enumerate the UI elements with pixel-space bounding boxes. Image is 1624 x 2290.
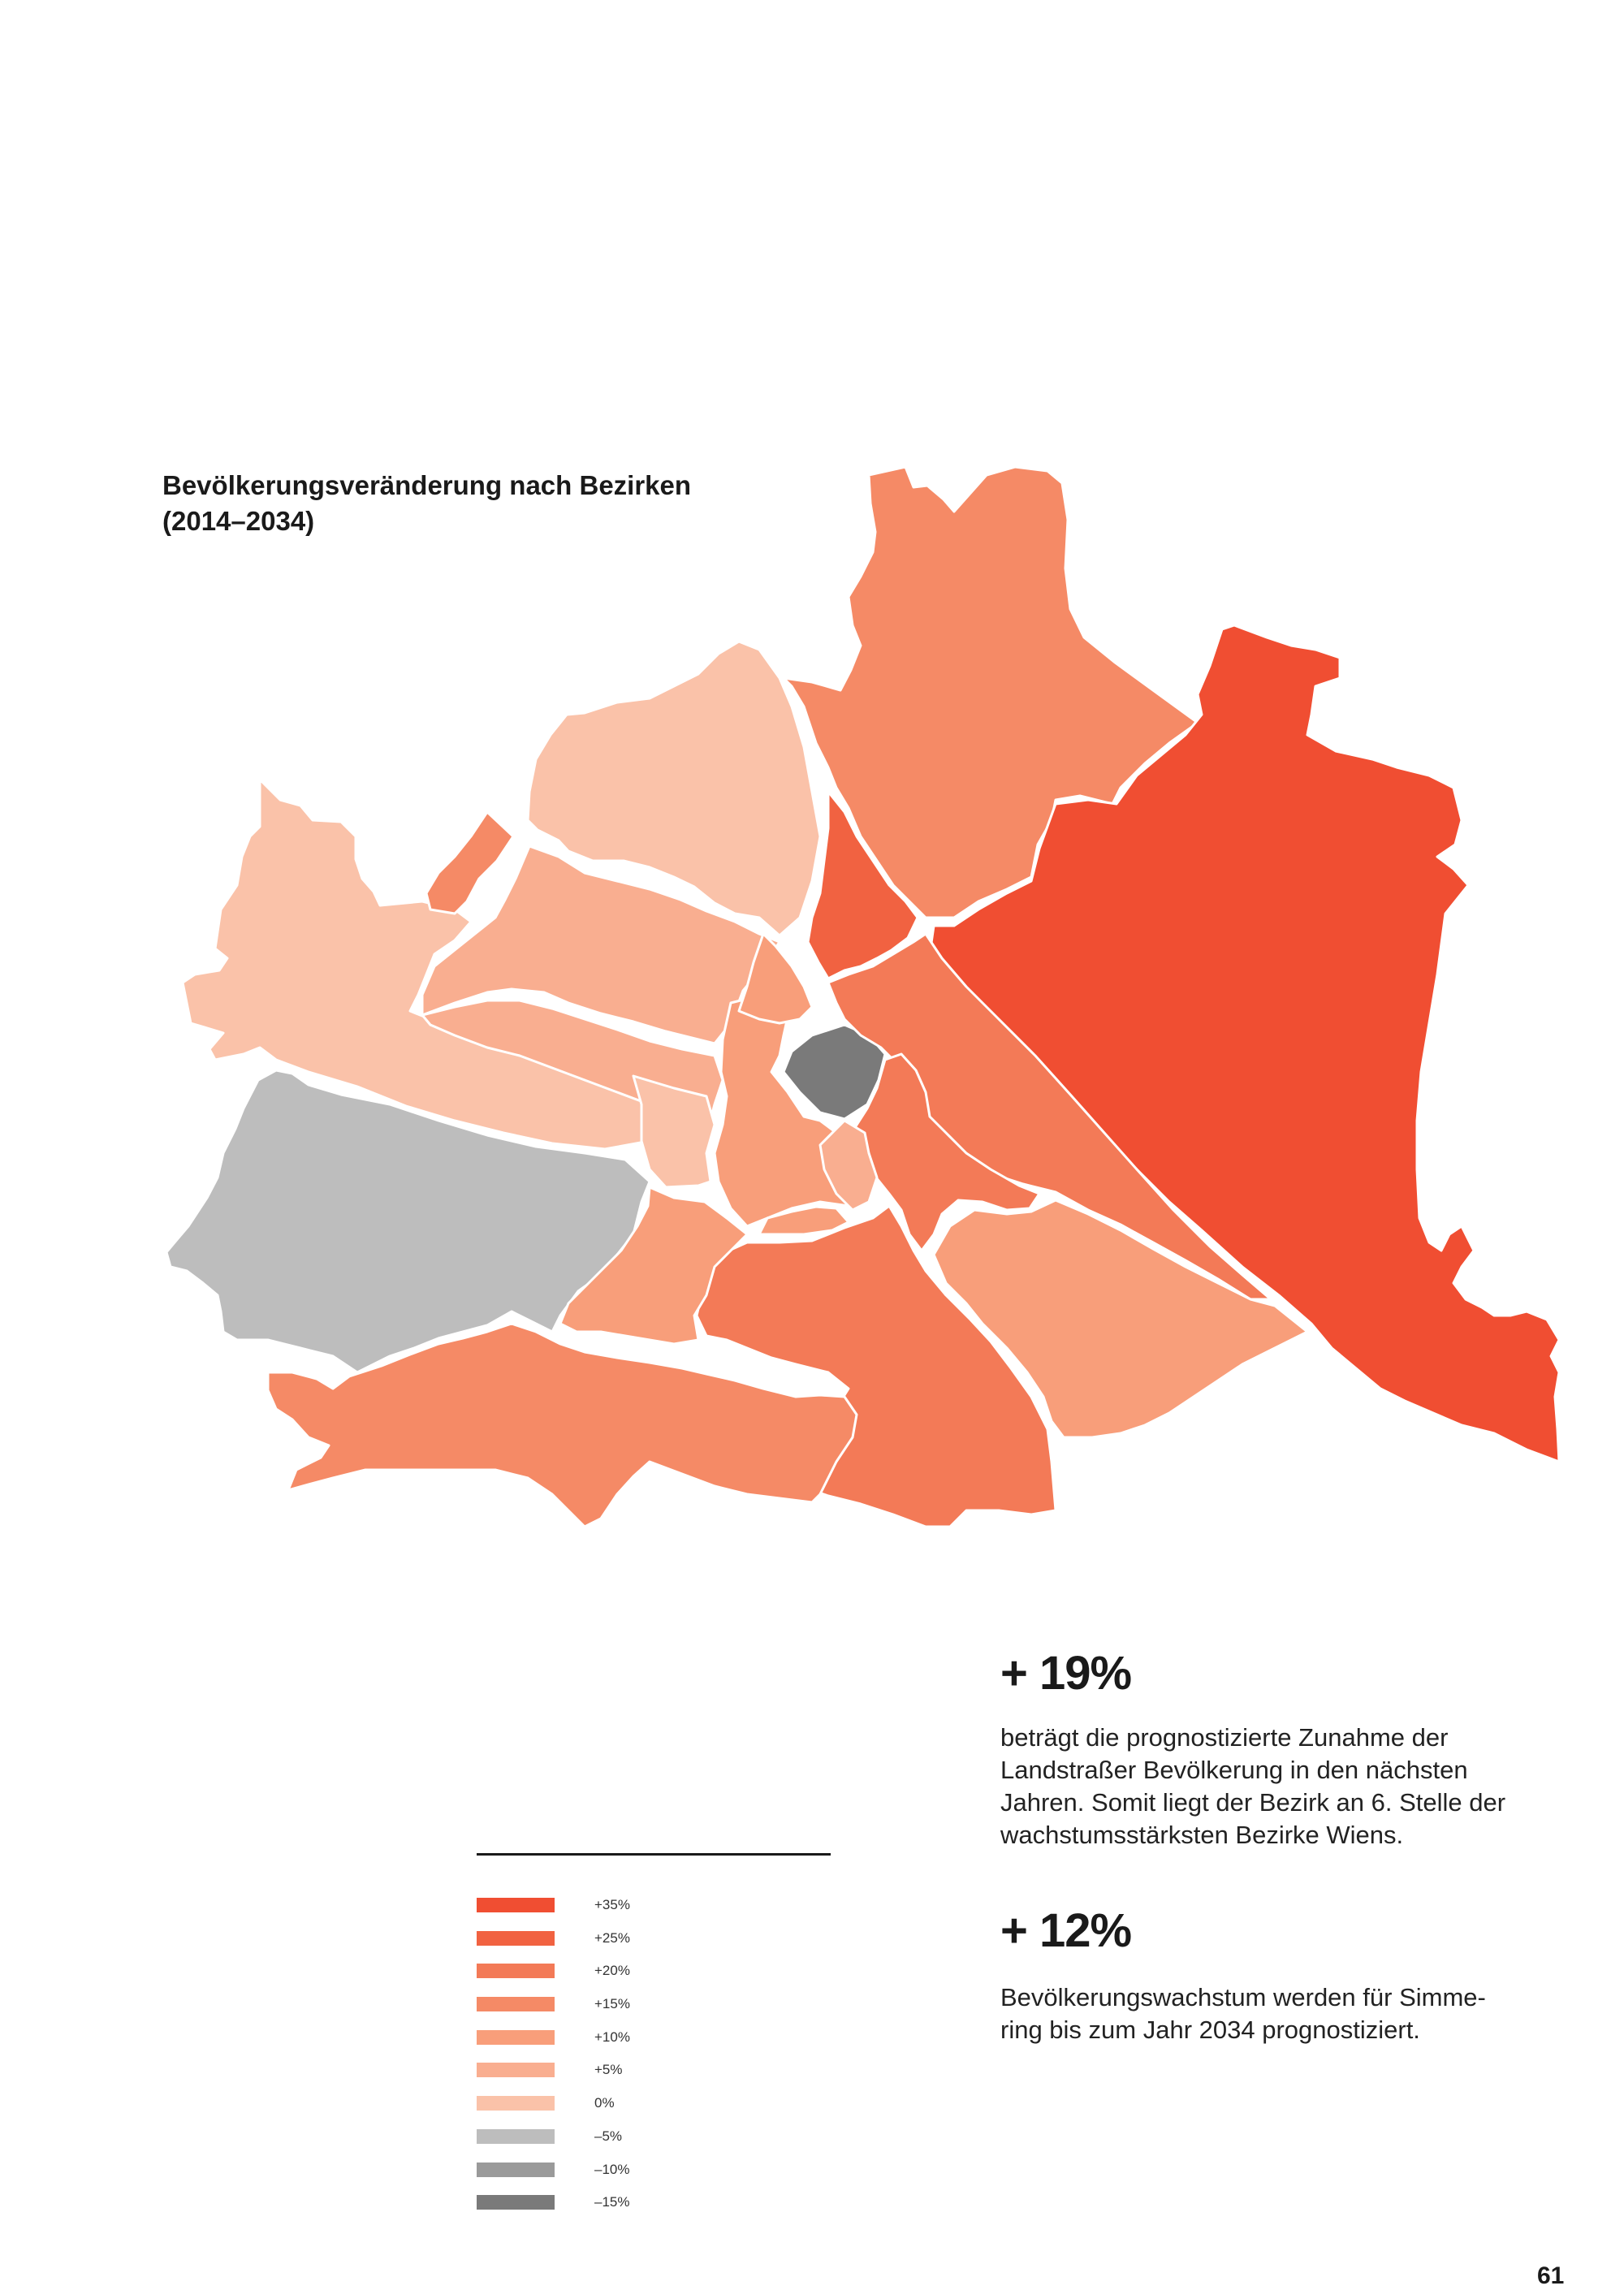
legend-swatch: [477, 2096, 555, 2111]
district-favoriten: [695, 1204, 1057, 1528]
legend-label: +25%: [594, 1929, 630, 1946]
district-liesing: [266, 1322, 858, 1528]
district-wieden: [818, 1119, 879, 1212]
legend-label: +20%: [594, 1963, 630, 1979]
legend-label: +35%: [594, 1897, 630, 1912]
legend-swatch: [477, 2029, 555, 2045]
stat-text-line: ring bis zum Jahr 2034 prognostiziert.: [1000, 2016, 1420, 2044]
stat-text-simmering: Bevölkerungswachstum werden für Simme- r…: [1000, 1981, 1536, 2046]
legend-label: –5%: [594, 2128, 623, 2144]
stat-value-simmering: + 12%: [1000, 1904, 1132, 1957]
legend-swatch: [477, 1930, 555, 1946]
stat-text-line: Bevölkerungswachstum werden für Simme-: [1000, 1983, 1486, 2011]
map-title-line-1: Bevölkerungsveränderung nach Bezirken: [162, 470, 692, 500]
legend-swatch: [477, 2195, 555, 2210]
district-ottakring: [425, 810, 515, 915]
map-title-line-2: (2014–2034): [162, 506, 315, 536]
legend-swatch: [477, 2162, 555, 2177]
legend-swatch: [477, 1898, 555, 1912]
stat-text-line: Landstraßer Bevölkerung in den nächsten: [1000, 1756, 1468, 1784]
district-brigittenau: [806, 790, 919, 980]
legend-swatch: [477, 1997, 555, 2012]
page-number: 61: [1537, 2262, 1565, 2289]
district-margareten: [758, 1205, 850, 1236]
district-hietzing: [165, 1069, 651, 1374]
legend-label: –10%: [594, 2161, 630, 2177]
legend-rule: [477, 1853, 831, 1856]
legend-swatch: [477, 1964, 555, 1979]
district-meidling: [559, 1186, 749, 1346]
stat-text-line: beträgt die prognostizierte Zunahme der: [1000, 1723, 1449, 1752]
legend-label: +10%: [594, 2029, 630, 2045]
legend-label: 0%: [594, 2095, 615, 2111]
district-waehring: [737, 932, 814, 1025]
stat-text-line: wachstumsstärksten Bezirke Wiens.: [1000, 1821, 1404, 1849]
legend-swatch: [477, 2063, 555, 2078]
stat-text-landstrasse: beträgt die prognostizierte Zunahme der …: [1000, 1722, 1536, 1851]
district-doebling: [526, 640, 822, 937]
district-donaustadt: [928, 624, 1561, 1463]
district-west-inner: [421, 845, 781, 1045]
legend-swatch: [477, 2128, 555, 2144]
district-simmering: [932, 1199, 1309, 1439]
map-title: Bevölkerungsveränderung nach Bezirken (2…: [162, 468, 691, 539]
stat-text-line: Jahren. Somit liegt der Bezirk an 6. Ste…: [1000, 1788, 1506, 1817]
district-floridsdorf: [782, 465, 1199, 919]
legend-label: +5%: [594, 2062, 623, 2078]
legend-label: +15%: [594, 1996, 630, 2012]
district-penzing-south: [632, 1074, 716, 1189]
stat-value-landstrasse: + 19%: [1000, 1647, 1132, 1700]
legend-label: –15%: [594, 2194, 630, 2210]
